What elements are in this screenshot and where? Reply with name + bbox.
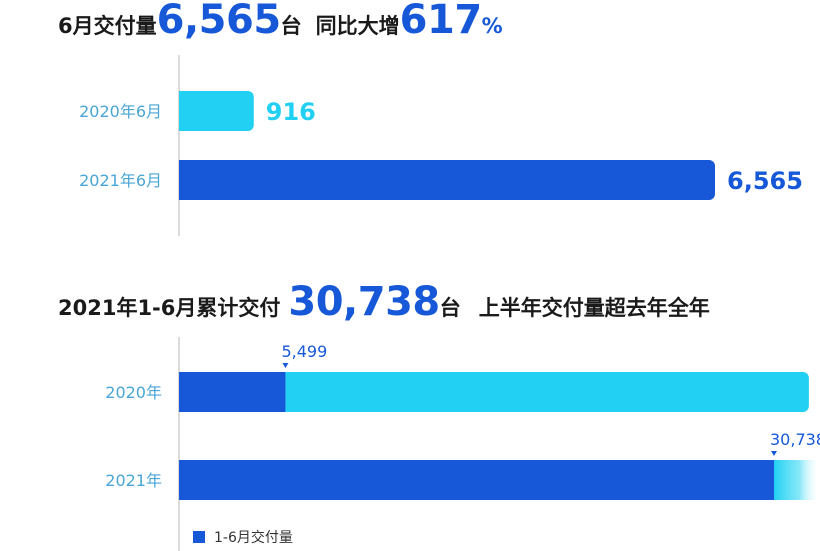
headline-h1-cumulative: 2021年1-6月累计交付 30,738台 上半年交付量超去年全年	[58, 282, 710, 322]
chart1-data-label: 916	[266, 98, 316, 126]
headline-june-unit: 台	[280, 14, 302, 38]
headline-june-prefix: 6月交付量	[58, 14, 157, 38]
headline-june-deliveries: 6月交付量6,565台 同比大增617%	[58, 0, 503, 40]
legend-label: 1-6月交付量	[214, 530, 293, 546]
chart2-data-label-h1: 30,738	[770, 430, 820, 449]
headline-june-value: 6,565	[156, 0, 282, 43]
chart2-marker	[282, 363, 289, 368]
chart1-bar	[179, 160, 715, 200]
chart2-category-label: 2021年	[105, 471, 162, 490]
chart2-bar-fade	[774, 460, 820, 500]
chart1-category-label: 2021年6月	[79, 171, 162, 190]
headline-cumulative-unit: 台	[439, 296, 461, 320]
headline-yoy-label: 同比大增	[315, 14, 400, 38]
chart2-data-label-h1: 5,499	[281, 342, 327, 361]
chart2-legend: 1-6月交付量	[193, 527, 293, 547]
chart2-bar-full-year	[285, 372, 809, 412]
headline-cumulative-prefix: 2021年1-6月累计交付	[58, 296, 281, 320]
chart1-bar	[179, 91, 254, 131]
chart1-data-label: 6,565	[727, 167, 803, 195]
chart2-marker	[771, 451, 777, 456]
headline-yoy-unit: %	[481, 14, 503, 38]
headline-cumulative-value: 30,738	[288, 279, 440, 325]
legend-swatch	[193, 531, 205, 543]
chart1-category-label: 2020年6月	[79, 102, 162, 121]
chart2-bar-h1	[179, 460, 774, 500]
headline-yoy-value: 617	[399, 0, 483, 43]
chart2-category-label: 2020年	[105, 383, 162, 402]
chart2-bar-h1	[179, 372, 286, 412]
headline-cumulative-suffix: 上半年交付量超去年全年	[478, 296, 710, 320]
